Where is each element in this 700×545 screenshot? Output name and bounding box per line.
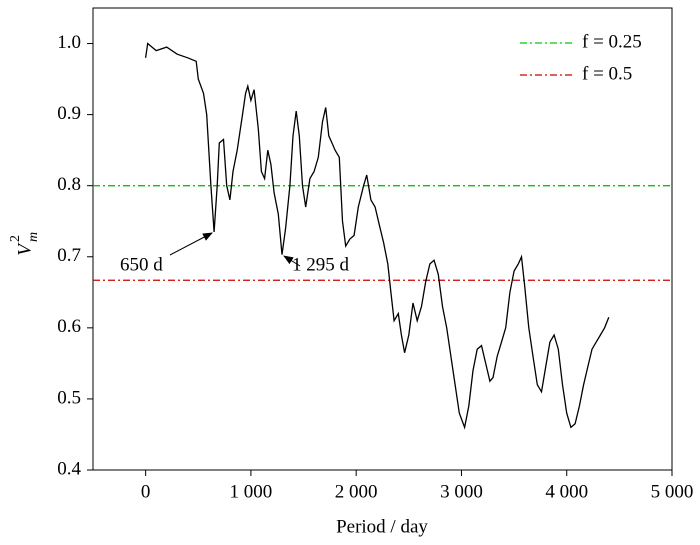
x-tick-label: 2 000 (335, 481, 378, 502)
y-tick-label: 0.7 (57, 245, 81, 266)
x-tick-label: 5 000 (651, 481, 694, 502)
y-tick-label: 0.6 (57, 316, 81, 337)
series-line (144, 42, 610, 430)
y-tick-label: 0.5 (57, 387, 81, 408)
y-label-sup: 2 (8, 235, 23, 242)
x-tick-label: 4 000 (545, 481, 588, 502)
y-tick-label: 0.4 (57, 458, 81, 479)
x-tick-label: 0 (141, 481, 151, 502)
legend-label: f = 0.5 (582, 63, 632, 84)
y-tick-label: 1.0 (57, 32, 81, 53)
y-axis-label: V m 2 (8, 232, 41, 256)
y-tick-label: 0.8 (57, 174, 81, 195)
annotation: 650 d (120, 254, 163, 275)
x-tick-label: 1 000 (230, 481, 273, 502)
y-label-main: V (14, 242, 35, 256)
legend-label: f = 0.25 (582, 31, 642, 52)
x-tick-label: 3 000 (440, 481, 483, 502)
annotation-arrow (283, 255, 301, 267)
annotation: 1 295 d (292, 254, 350, 275)
y-label-sub: m (26, 232, 41, 242)
x-axis-label: Period / day (336, 516, 428, 537)
annotation-arrow (169, 232, 213, 256)
y-tick-label: 0.9 (57, 103, 81, 124)
plot-frame (92, 7, 673, 471)
